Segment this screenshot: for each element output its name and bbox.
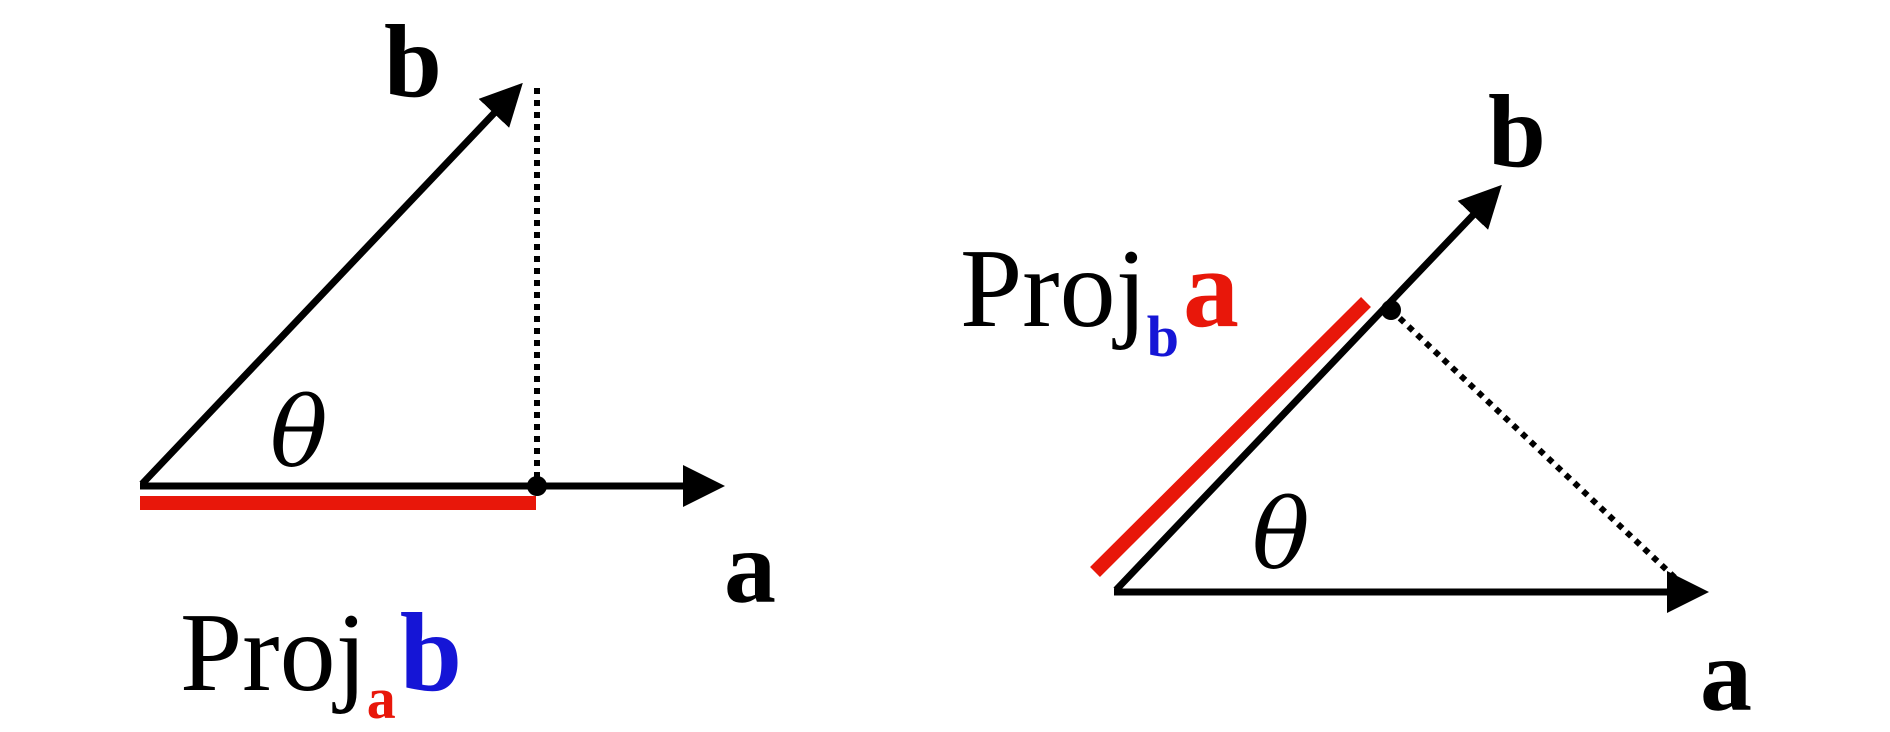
right-projection-label: Projba (960, 227, 1239, 369)
left-foot-point (527, 476, 547, 496)
right-vector-b-label: b (1488, 74, 1546, 189)
right-vector-a-label: a (1700, 618, 1752, 732)
right-proj-word: Proj (960, 227, 1147, 351)
left-projection-label: Projab (180, 591, 462, 731)
right-angle-label: θ (1252, 479, 1310, 591)
left-vector-a-label: a (724, 510, 776, 625)
left-proj-subscript: a (367, 666, 396, 731)
left-angle-label: θ (270, 377, 328, 489)
right-perpendicular-dotted (1388, 307, 1691, 593)
left-vector-b (139, 82, 523, 487)
right-vector-b (1113, 184, 1502, 593)
right-projection-segment (1090, 297, 1371, 577)
right-proj-vector: a (1183, 227, 1239, 351)
right-foot-point (1381, 300, 1401, 320)
left-diagram: b a θ Projab (139, 4, 776, 731)
right-proj-subscript: b (1147, 304, 1179, 369)
right-diagram: b a θ Projba (960, 74, 1752, 732)
left-proj-word: Proj (180, 591, 367, 715)
left-vector-b-label: b (384, 4, 442, 119)
left-proj-vector: b (400, 591, 462, 715)
